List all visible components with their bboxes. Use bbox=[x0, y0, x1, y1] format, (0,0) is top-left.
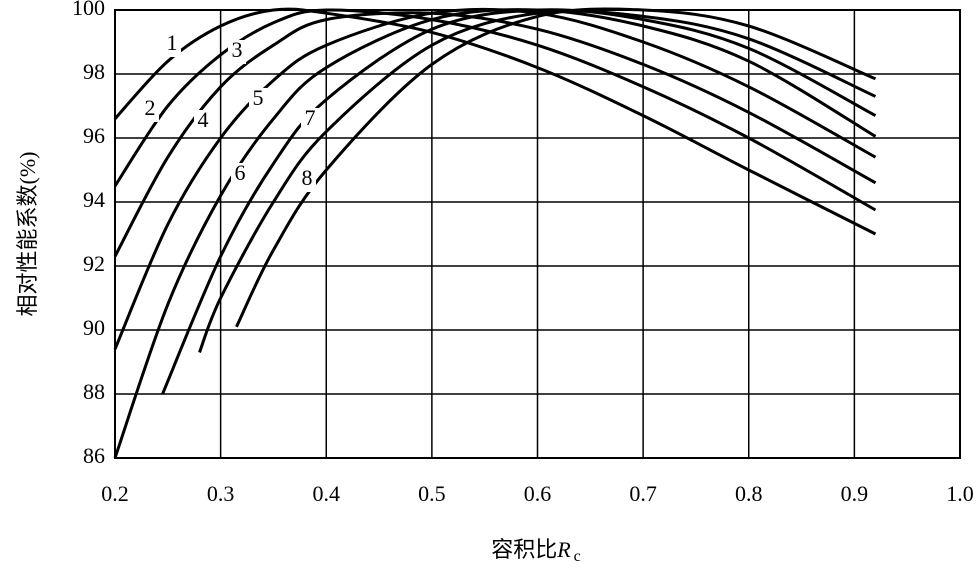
x-tick-label: 0.4 bbox=[313, 481, 341, 506]
x-tick-label: 0.3 bbox=[207, 481, 235, 506]
curve-label: 6 bbox=[235, 160, 246, 185]
curve bbox=[235, 7, 877, 328]
curve-label: 7 bbox=[305, 105, 316, 130]
curve-label-bg bbox=[249, 88, 267, 112]
x-tick-label: 0.5 bbox=[418, 481, 446, 506]
curve-label-bg bbox=[228, 40, 246, 64]
y-tick-label: 88 bbox=[83, 379, 105, 404]
curve bbox=[113, 7, 877, 236]
curve-label-bg bbox=[298, 168, 316, 192]
y-axis-label: 相对性能系数(%) bbox=[15, 152, 40, 317]
y-tick-label: 96 bbox=[83, 123, 105, 148]
y-tick-label: 100 bbox=[72, 0, 105, 20]
y-tick-label: 90 bbox=[83, 315, 105, 340]
x-axis-label: 容积比R c bbox=[491, 537, 581, 565]
y-tick-label: 98 bbox=[83, 59, 105, 84]
curve-label: 1 bbox=[167, 30, 178, 55]
curve-label-bg bbox=[141, 98, 159, 122]
curve bbox=[113, 11, 877, 258]
curve-label-bg bbox=[231, 163, 249, 187]
x-tick-label: 0.7 bbox=[629, 481, 657, 506]
curve bbox=[198, 9, 877, 353]
y-tick-label: 92 bbox=[83, 251, 105, 276]
x-tick-label: 0.6 bbox=[524, 481, 552, 506]
x-axis-label-symbol: R bbox=[556, 537, 571, 562]
x-tick-label: 0.2 bbox=[101, 481, 129, 506]
x-axis-label-text: 容积比 bbox=[491, 537, 557, 562]
x-tick-label: 0.9 bbox=[841, 481, 869, 506]
x-axis-label-subscript: c bbox=[574, 548, 581, 565]
curve-label: 4 bbox=[198, 107, 209, 132]
curve bbox=[113, 7, 877, 350]
curve-label-bg bbox=[163, 33, 181, 57]
y-tick-label: 86 bbox=[83, 443, 105, 468]
curve bbox=[161, 8, 877, 395]
curve-label-bg bbox=[301, 108, 319, 132]
curve-label: 8 bbox=[302, 165, 313, 190]
y-tick-label: 94 bbox=[83, 187, 105, 212]
curve-label-bg bbox=[194, 110, 212, 134]
curve-label: 5 bbox=[253, 85, 264, 110]
curve-label: 3 bbox=[232, 37, 243, 62]
curve-label: 2 bbox=[145, 95, 156, 120]
x-tick-label: 1.0 bbox=[946, 481, 974, 506]
x-tick-label: 0.8 bbox=[735, 481, 763, 506]
curve bbox=[113, 8, 877, 459]
